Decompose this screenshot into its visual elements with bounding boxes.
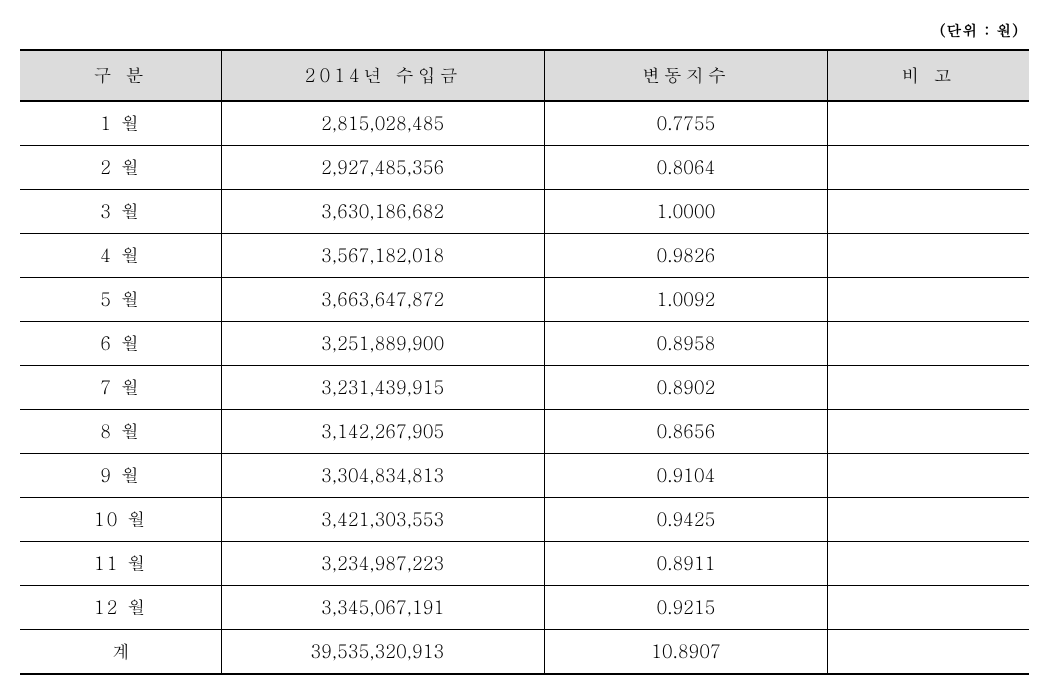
header-note: 비 고 [827, 50, 1029, 101]
month-cell: 2 월 [20, 146, 222, 190]
income-cell: 2,927,485,356 [222, 146, 545, 190]
table-row: 11 월 3,234,987,223 0.8911 [20, 542, 1029, 586]
income-cell: 3,630,186,682 [222, 190, 545, 234]
header-index: 변동지수 [545, 50, 828, 101]
note-cell [827, 586, 1029, 630]
table-row: 7 월 3,231,439,915 0.8902 [20, 366, 1029, 410]
note-cell [827, 234, 1029, 278]
table-row: 12 월 3,345,067,191 0.9215 [20, 586, 1029, 630]
unit-label: (단위 : 원) [20, 20, 1029, 41]
note-cell [827, 366, 1029, 410]
note-cell [827, 498, 1029, 542]
index-cell: 0.9104 [545, 454, 828, 498]
total-income: 39,535,320,913 [222, 630, 545, 675]
index-cell: 0.7755 [545, 101, 828, 146]
table-row: 10 월 3,421,303,553 0.9425 [20, 498, 1029, 542]
month-cell: 8 월 [20, 410, 222, 454]
income-cell: 3,234,987,223 [222, 542, 545, 586]
note-cell [827, 190, 1029, 234]
total-index: 10.8907 [545, 630, 828, 675]
month-cell: 6 월 [20, 322, 222, 366]
month-cell: 11 월 [20, 542, 222, 586]
table-row: 4 월 3,567,182,018 0.9826 [20, 234, 1029, 278]
index-cell: 0.8902 [545, 366, 828, 410]
header-row: 구 분 2014년 수입금 변동지수 비 고 [20, 50, 1029, 101]
table-row: 2 월 2,927,485,356 0.8064 [20, 146, 1029, 190]
header-category: 구 분 [20, 50, 222, 101]
note-cell [827, 101, 1029, 146]
income-cell: 3,345,067,191 [222, 586, 545, 630]
income-table: 구 분 2014년 수입금 변동지수 비 고 1 월 2,815,028,485… [20, 49, 1029, 675]
note-cell [827, 146, 1029, 190]
total-label: 계 [20, 630, 222, 675]
index-cell: 0.8911 [545, 542, 828, 586]
table-row: 3 월 3,630,186,682 1.0000 [20, 190, 1029, 234]
month-cell: 4 월 [20, 234, 222, 278]
income-cell: 3,421,303,553 [222, 498, 545, 542]
income-cell: 3,304,834,813 [222, 454, 545, 498]
total-row: 계 39,535,320,913 10.8907 [20, 630, 1029, 675]
index-cell: 0.8958 [545, 322, 828, 366]
table-row: 1 월 2,815,028,485 0.7755 [20, 101, 1029, 146]
month-cell: 9 월 [20, 454, 222, 498]
income-cell: 3,142,267,905 [222, 410, 545, 454]
table-body: 1 월 2,815,028,485 0.7755 2 월 2,927,485,3… [20, 101, 1029, 674]
income-cell: 3,567,182,018 [222, 234, 545, 278]
note-cell [827, 322, 1029, 366]
month-cell: 10 월 [20, 498, 222, 542]
table-row: 9 월 3,304,834,813 0.9104 [20, 454, 1029, 498]
total-note [827, 630, 1029, 675]
month-cell: 3 월 [20, 190, 222, 234]
table-row: 8 월 3,142,267,905 0.8656 [20, 410, 1029, 454]
note-cell [827, 542, 1029, 586]
index-cell: 0.9215 [545, 586, 828, 630]
index-cell: 1.0092 [545, 278, 828, 322]
table-row: 6 월 3,251,889,900 0.8958 [20, 322, 1029, 366]
month-cell: 12 월 [20, 586, 222, 630]
month-cell: 7 월 [20, 366, 222, 410]
note-cell [827, 278, 1029, 322]
income-cell: 3,663,647,872 [222, 278, 545, 322]
index-cell: 1.0000 [545, 190, 828, 234]
header-income: 2014년 수입금 [222, 50, 545, 101]
note-cell [827, 410, 1029, 454]
table-row: 5 월 3,663,647,872 1.0092 [20, 278, 1029, 322]
month-cell: 1 월 [20, 101, 222, 146]
index-cell: 0.9425 [545, 498, 828, 542]
index-cell: 0.9826 [545, 234, 828, 278]
income-cell: 3,231,439,915 [222, 366, 545, 410]
index-cell: 0.8656 [545, 410, 828, 454]
income-cell: 3,251,889,900 [222, 322, 545, 366]
index-cell: 0.8064 [545, 146, 828, 190]
note-cell [827, 454, 1029, 498]
income-cell: 2,815,028,485 [222, 101, 545, 146]
month-cell: 5 월 [20, 278, 222, 322]
